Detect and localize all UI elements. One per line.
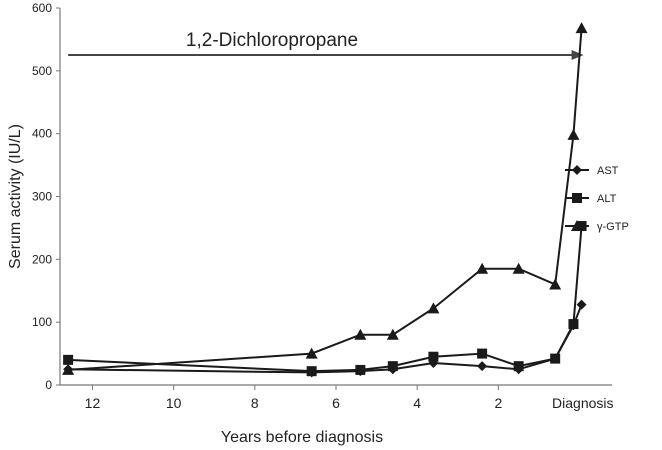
x-tick-label: 6	[332, 395, 340, 411]
y-tick-label: 0	[45, 378, 52, 392]
y-tick-label: 300	[32, 190, 52, 204]
legend-item-ggtp: γ-GTP	[565, 220, 629, 233]
x-axis-title: Years before diagnosis	[221, 429, 383, 446]
legend-item-alt: ALT	[565, 193, 617, 205]
x-tick-label-diagnosis: Diagnosis	[552, 395, 613, 411]
series-ggtp-point	[476, 262, 489, 274]
legend-item-ast: AST	[565, 165, 619, 177]
legend-ggtp-label: γ-GTP	[597, 221, 629, 233]
series-alt-point	[513, 361, 524, 372]
series-ggtp-point	[354, 328, 367, 340]
series-ggtp-point	[386, 328, 399, 340]
series-alt-line	[68, 225, 583, 373]
y-tick-label: 100	[32, 315, 52, 329]
series-ggtp-line	[68, 28, 583, 371]
series-alt-point	[428, 351, 439, 362]
series-ggtp-point	[305, 347, 318, 359]
series-ast-point	[576, 299, 587, 310]
exposure-arrowhead	[571, 50, 584, 60]
series-alt-point	[355, 364, 366, 375]
series-ggtp	[62, 22, 588, 375]
series-alt-point	[550, 353, 561, 364]
series-alt-point	[306, 366, 317, 377]
y-tick-label: 400	[32, 127, 52, 141]
x-tick-label: 4	[413, 395, 421, 411]
axes: 0 100 200 300 400 500 600 12 10 8 6 4 2 Diagnosis Year…	[7, 1, 614, 446]
series-alt-point	[63, 354, 74, 365]
series-ggtp-point	[62, 363, 75, 375]
series-ggtp-point	[427, 302, 440, 314]
legend-ast-label: AST	[597, 165, 619, 177]
series-alt-point	[387, 361, 398, 372]
series-alt	[63, 221, 587, 377]
exposure-annotation: 1,2-Dichloropropane	[68, 30, 584, 60]
legend-alt-marker	[572, 193, 582, 203]
legend-ggtp-marker	[571, 220, 583, 231]
x-tick-label: 12	[85, 395, 101, 411]
series-ggtp-point	[567, 128, 580, 140]
legend-alt-label: ALT	[597, 193, 617, 205]
x-tick-label: 2	[494, 395, 502, 411]
x-tick-label: 10	[166, 395, 182, 411]
series-alt-point	[477, 348, 488, 359]
series-ggtp-point	[549, 278, 562, 290]
series-ast-point	[477, 361, 488, 372]
y-tick-label: 200	[32, 252, 52, 266]
series-ggtp-point	[575, 22, 588, 34]
x-tick-label: 8	[251, 395, 259, 411]
exposure-label: 1,2-Dichloropropane	[186, 30, 358, 51]
series-ggtp-point	[512, 262, 525, 274]
series-alt-point	[568, 319, 579, 330]
legend: AST ALT γ-GTP	[565, 165, 629, 233]
legend-ast-marker	[572, 165, 582, 175]
series-group	[62, 22, 588, 378]
y-tick-label: 600	[32, 1, 52, 15]
y-axis-title: Serum activity (IU/L)	[7, 124, 24, 269]
y-tick-label: 500	[32, 64, 52, 78]
